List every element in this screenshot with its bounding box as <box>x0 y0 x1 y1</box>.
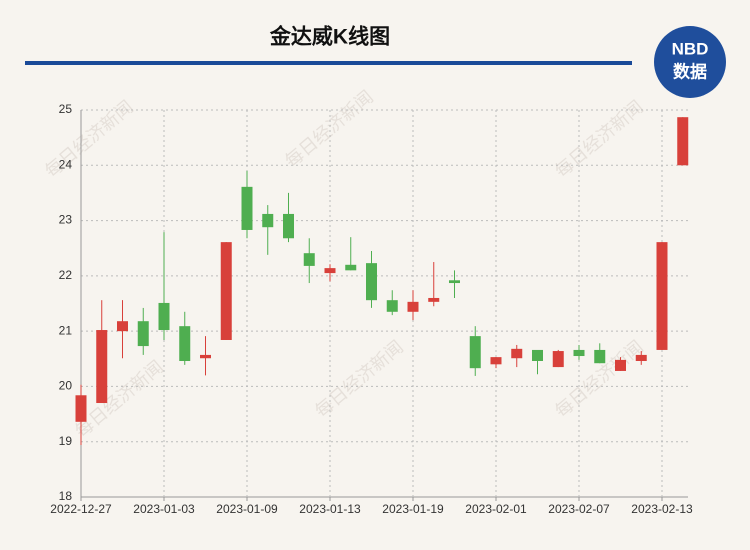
logo-bottom: 数据 <box>673 61 707 81</box>
candle-body <box>532 349 543 361</box>
y-tick-label: 19 <box>59 434 73 448</box>
y-tick-label: 20 <box>59 379 73 393</box>
candle-body <box>573 349 585 357</box>
candle-body <box>552 351 564 368</box>
candle-body <box>490 357 502 365</box>
watermark: 每日经济新闻 <box>281 87 377 172</box>
candle-body <box>511 348 523 359</box>
candle-body <box>366 263 377 301</box>
watermark: 每日经济新闻 <box>311 337 407 422</box>
y-tick-label: 21 <box>59 323 73 337</box>
x-tick-label: 2023-02-13 <box>631 502 693 516</box>
candle-body <box>386 300 398 312</box>
candle-body <box>283 213 294 239</box>
candle-body <box>137 321 149 347</box>
x-tick-label: 2022-12-27 <box>50 502 112 516</box>
candle-body <box>469 336 481 369</box>
candle-body <box>635 354 647 361</box>
x-tick-label: 2023-02-07 <box>548 502 610 516</box>
candle-body <box>241 186 253 230</box>
candle-body <box>96 330 108 404</box>
chart-title: 金达威K线图 <box>269 25 390 49</box>
y-tick-label: 18 <box>59 489 73 503</box>
x-tick-label: 2023-02-01 <box>465 502 527 516</box>
candle-body <box>407 301 419 312</box>
watermark: 每日经济新闻 <box>41 97 137 182</box>
logo <box>654 26 726 98</box>
x-tick-label: 2023-01-09 <box>216 502 278 516</box>
y-tick-label: 25 <box>59 102 73 116</box>
candle-body <box>324 268 336 274</box>
candle-body <box>594 349 606 364</box>
y-tick-label: 23 <box>59 213 73 227</box>
candle-body <box>428 297 440 302</box>
y-tick-label: 22 <box>59 268 73 282</box>
watermark: 每日经济新闻 <box>551 97 647 182</box>
x-tick-label: 2023-01-03 <box>133 502 195 516</box>
candle-body <box>345 264 357 271</box>
candle-body <box>220 242 232 340</box>
candle-body <box>677 117 689 166</box>
x-tick-label: 2023-01-13 <box>299 502 361 516</box>
candle-body <box>656 242 668 350</box>
candle-body <box>117 321 128 332</box>
candle-body <box>449 280 460 284</box>
watermark: 每日经济新闻 <box>551 337 647 422</box>
logo-top: NBD <box>672 39 709 58</box>
candle-body <box>200 354 211 359</box>
x-tick-label: 2023-01-19 <box>382 502 444 516</box>
candle-body <box>262 213 274 228</box>
candle-body <box>615 359 626 371</box>
candle-body <box>303 253 315 266</box>
candle-body <box>179 326 191 361</box>
y-tick-label: 24 <box>59 157 73 171</box>
candle-body <box>75 395 87 422</box>
candle-body <box>158 302 170 331</box>
